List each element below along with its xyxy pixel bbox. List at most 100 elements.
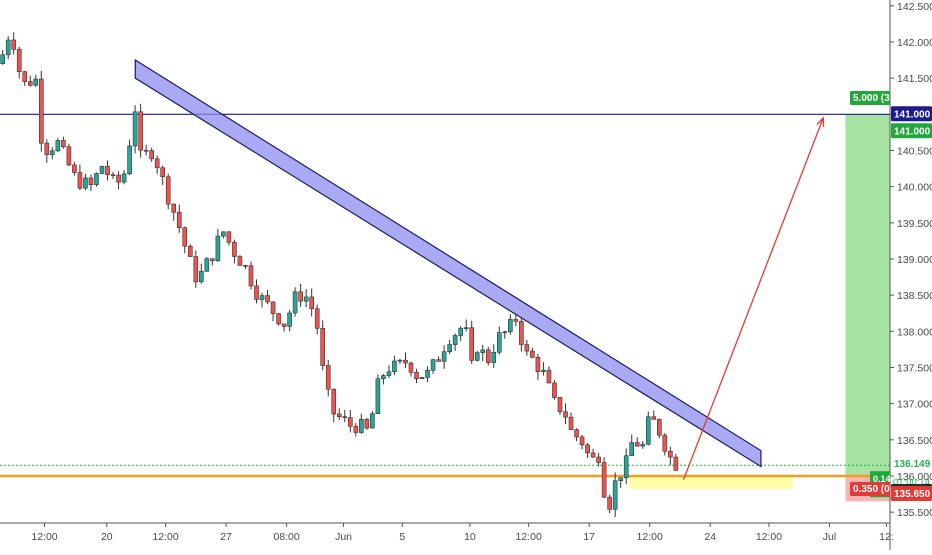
candle-body[interactable] — [0, 54, 5, 64]
candle-body[interactable] — [552, 382, 557, 398]
candle-body[interactable] — [5, 39, 11, 56]
candle-body[interactable] — [568, 416, 574, 430]
candle-body[interactable] — [33, 78, 39, 86]
candle-body[interactable] — [430, 359, 436, 371]
candle-body[interactable] — [248, 265, 254, 287]
candle-body[interactable] — [629, 442, 635, 457]
candle-body[interactable] — [381, 375, 386, 380]
candle-body[interactable] — [154, 158, 160, 169]
candle-body[interactable] — [61, 140, 66, 148]
candle-body[interactable] — [254, 285, 259, 300]
candle-body[interactable] — [66, 146, 72, 166]
candle-body[interactable] — [623, 455, 629, 479]
candle-body[interactable] — [590, 452, 596, 458]
candle-body[interactable] — [359, 419, 364, 433]
candle-body[interactable] — [441, 351, 447, 362]
candle-body[interactable] — [668, 450, 673, 458]
candle-body[interactable] — [105, 166, 110, 176]
candle-body[interactable] — [287, 312, 292, 327]
candle-body[interactable] — [276, 313, 281, 325]
drawing-overlays[interactable] — [134, 58, 825, 480]
candle-body[interactable] — [259, 295, 265, 300]
candle-body[interactable] — [535, 357, 541, 373]
trend-channel[interactable] — [134, 58, 762, 468]
candle-body[interactable] — [265, 295, 270, 303]
projection-arrow-line[interactable] — [682, 117, 824, 480]
candle-body[interactable] — [491, 351, 497, 363]
candle-body[interactable] — [303, 296, 309, 302]
long-position-target-zone[interactable] — [845, 114, 891, 476]
candle-body[interactable] — [645, 416, 651, 445]
candle-body[interactable] — [574, 429, 579, 438]
candle-body[interactable] — [171, 203, 177, 213]
candle-body[interactable] — [524, 344, 530, 352]
candle-body[interactable] — [480, 349, 486, 353]
candle-body[interactable] — [325, 365, 331, 390]
candle-body[interactable] — [414, 372, 419, 379]
candle-body[interactable] — [634, 442, 640, 447]
candle-body[interactable] — [50, 150, 55, 155]
candle-body[interactable] — [601, 462, 607, 498]
candle-body[interactable] — [447, 344, 452, 353]
candle-body[interactable] — [397, 359, 403, 362]
candle-body[interactable] — [127, 145, 132, 175]
candle-body[interactable] — [469, 327, 475, 361]
candle-body[interactable] — [508, 319, 513, 333]
candle-body[interactable] — [149, 150, 154, 160]
candle-body[interactable] — [160, 167, 165, 178]
candle-body[interactable] — [348, 417, 353, 427]
candle-body[interactable] — [336, 413, 342, 417]
candle-body[interactable] — [408, 362, 414, 373]
candle-body[interactable] — [292, 291, 298, 314]
candle-body[interactable] — [143, 149, 149, 152]
candle-body[interactable] — [364, 419, 370, 429]
candle-body[interactable] — [403, 359, 408, 364]
candle-body[interactable] — [353, 425, 359, 433]
candle-body[interactable] — [673, 456, 679, 471]
candle-body[interactable] — [585, 444, 590, 454]
candle-body[interactable] — [607, 496, 612, 510]
candle-body[interactable] — [83, 177, 88, 189]
candle-body[interactable] — [530, 350, 535, 358]
candle-body[interactable] — [187, 245, 193, 257]
candle-body[interactable] — [425, 370, 430, 378]
candle-body[interactable] — [204, 258, 210, 272]
candle-body[interactable] — [94, 173, 99, 185]
candle-body[interactable] — [386, 371, 392, 376]
candle-body[interactable] — [215, 235, 221, 261]
candle-body[interactable] — [502, 331, 508, 334]
candle-body[interactable] — [110, 174, 116, 177]
candle-body[interactable] — [452, 335, 458, 345]
candle-body[interactable] — [612, 480, 618, 510]
candle-body[interactable] — [596, 456, 601, 463]
candle-body[interactable] — [165, 176, 171, 205]
candle-body[interactable] — [618, 477, 623, 482]
candle-body[interactable] — [44, 142, 50, 155]
candle-body[interactable] — [579, 436, 585, 446]
candle-body[interactable] — [16, 49, 22, 72]
candle-body[interactable] — [392, 360, 397, 373]
candle-body[interactable] — [458, 327, 463, 336]
candle-body[interactable] — [99, 166, 105, 174]
candle-body[interactable] — [309, 296, 314, 310]
candle-body[interactable] — [182, 227, 188, 247]
candle-body[interactable] — [519, 320, 524, 345]
candle-body[interactable] — [651, 416, 657, 420]
candle-body[interactable] — [298, 291, 303, 302]
candle-body[interactable] — [314, 308, 320, 329]
candle-body[interactable] — [463, 327, 469, 329]
candle-body[interactable] — [193, 256, 199, 283]
candle-body[interactable] — [513, 319, 519, 322]
time-axis[interactable]: 12:00 20 12:00 27 08:00 Jun 5 10 12:00 17 12:00 24 1… — [0, 522, 894, 543]
candle-body[interactable] — [176, 211, 182, 229]
candle-body[interactable] — [11, 39, 17, 50]
candle-body[interactable] — [474, 352, 480, 361]
candle-body[interactable] — [270, 301, 276, 314]
candle-body[interactable] — [496, 332, 502, 353]
candle-body[interactable] — [281, 323, 287, 327]
candle-body[interactable] — [370, 413, 375, 429]
candle-body[interactable] — [199, 271, 204, 283]
candle-body[interactable] — [563, 411, 568, 418]
candle-body[interactable] — [221, 231, 226, 237]
